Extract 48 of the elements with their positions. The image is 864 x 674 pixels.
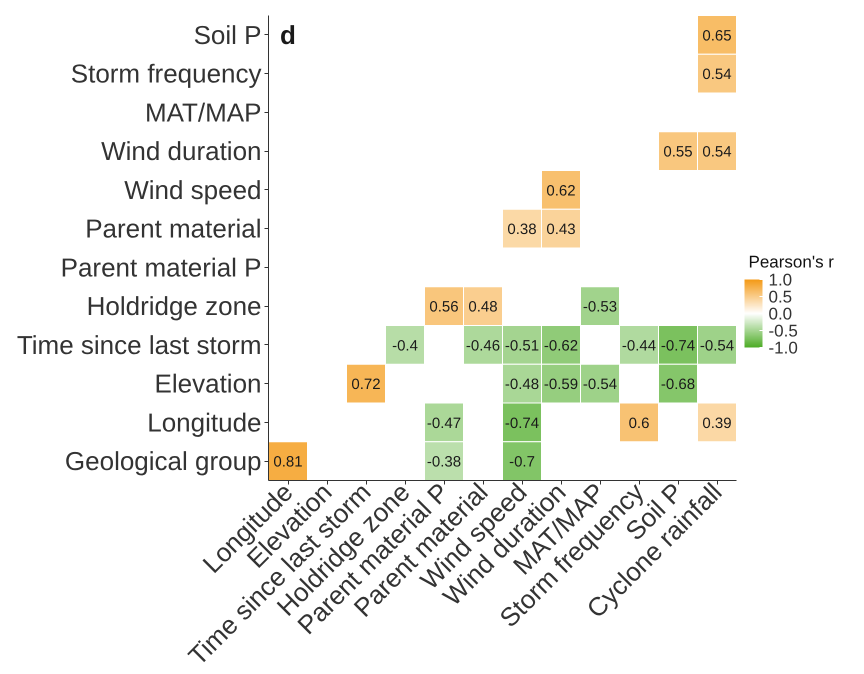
data-label: -0.44 (622, 337, 656, 354)
data-label: -0.62 (544, 337, 578, 354)
y-tick-label: Elevation (154, 368, 262, 399)
data-label: -0.59 (544, 376, 578, 394)
data-label: -0.53 (582, 298, 618, 316)
data-label: -0.54 (582, 376, 618, 394)
data-label: 0.54 (702, 144, 732, 161)
y-tick-label: Parent material (85, 214, 262, 244)
color-bar-title: Pearson's r (748, 252, 834, 272)
data-label: 0.65 (702, 27, 732, 44)
color-bar-label: -1.0 (768, 338, 798, 358)
data-label: -0.54 (700, 337, 734, 354)
data-label: 0.81 (273, 454, 303, 471)
data-label: -0.68 (660, 376, 696, 394)
y-tick-label: Time since last storm (16, 330, 262, 360)
data-label: 0.39 (702, 414, 732, 432)
y-tick-label: Wind duration (101, 136, 262, 166)
data-label: -0.51 (504, 337, 540, 354)
data-label: -0.74 (504, 414, 540, 432)
data-label: -0.48 (504, 376, 540, 394)
data-label: -0.4 (392, 337, 418, 354)
color-bar-label: 1.0 (768, 270, 792, 290)
data-label: 0.48 (468, 298, 498, 316)
data-label: -0.38 (426, 454, 462, 471)
data-label: 0.55 (663, 144, 693, 161)
data-label: -0.7 (509, 454, 535, 471)
y-tick-label: Geological group (64, 446, 262, 476)
y-tick-label: Wind speed (124, 174, 262, 205)
data-label: 0.38 (507, 221, 537, 238)
y-tick-label: MAT/MAP (144, 97, 262, 128)
y-tick-label: Parent material P (60, 252, 262, 282)
data-label: 0.72 (351, 376, 381, 394)
y-tick-label: Storm frequency (70, 58, 262, 89)
data-label: 0.62 (546, 182, 576, 200)
data-label: 0.43 (546, 221, 576, 238)
data-label: -0.74 (660, 337, 696, 354)
color-bar-label: -0.5 (768, 322, 798, 340)
color-bar-label: 0.5 (768, 288, 792, 306)
annotation: d (280, 20, 296, 50)
data-label: 0.6 (628, 414, 650, 432)
data-label: -0.46 (466, 337, 500, 354)
y-tick-label: Longitude (147, 407, 262, 438)
y-tick-label: Soil P (194, 20, 262, 50)
data-label: 0.54 (702, 66, 732, 84)
y-tick-label: Holdridge zone (86, 291, 262, 322)
data-label: 0.56 (429, 298, 459, 316)
color-bar-label: 0.0 (768, 304, 792, 324)
data-label: -0.47 (426, 414, 462, 432)
